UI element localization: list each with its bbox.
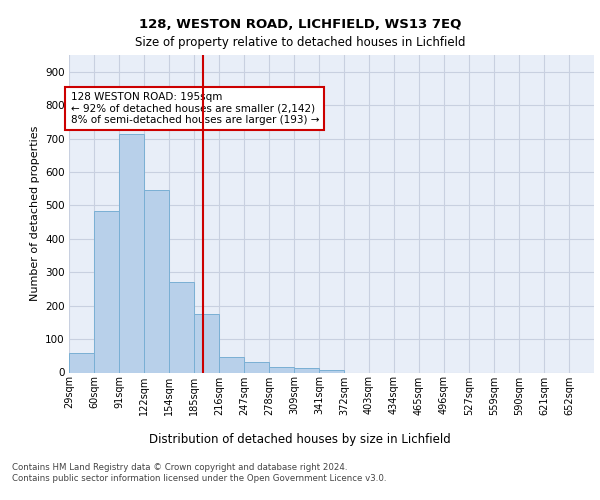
Bar: [169, 282, 194, 372]
Bar: [219, 357, 244, 372]
Bar: [144, 190, 169, 372]
Bar: [294, 368, 319, 372]
Text: Contains HM Land Registry data © Crown copyright and database right 2024.: Contains HM Land Registry data © Crown c…: [12, 462, 347, 471]
Bar: [244, 362, 269, 372]
Bar: [319, 370, 344, 372]
Text: Distribution of detached houses by size in Lichfield: Distribution of detached houses by size …: [149, 432, 451, 446]
Bar: [69, 353, 94, 372]
Text: 128, WESTON ROAD, LICHFIELD, WS13 7EQ: 128, WESTON ROAD, LICHFIELD, WS13 7EQ: [139, 18, 461, 30]
Text: Contains public sector information licensed under the Open Government Licence v3: Contains public sector information licen…: [12, 474, 386, 483]
Text: 128 WESTON ROAD: 195sqm
← 92% of detached houses are smaller (2,142)
8% of semi-: 128 WESTON ROAD: 195sqm ← 92% of detache…: [71, 92, 319, 125]
Bar: [269, 368, 294, 372]
Text: Size of property relative to detached houses in Lichfield: Size of property relative to detached ho…: [135, 36, 465, 49]
Bar: [119, 134, 144, 372]
Bar: [94, 212, 119, 372]
Y-axis label: Number of detached properties: Number of detached properties: [29, 126, 40, 302]
Bar: [194, 314, 219, 372]
